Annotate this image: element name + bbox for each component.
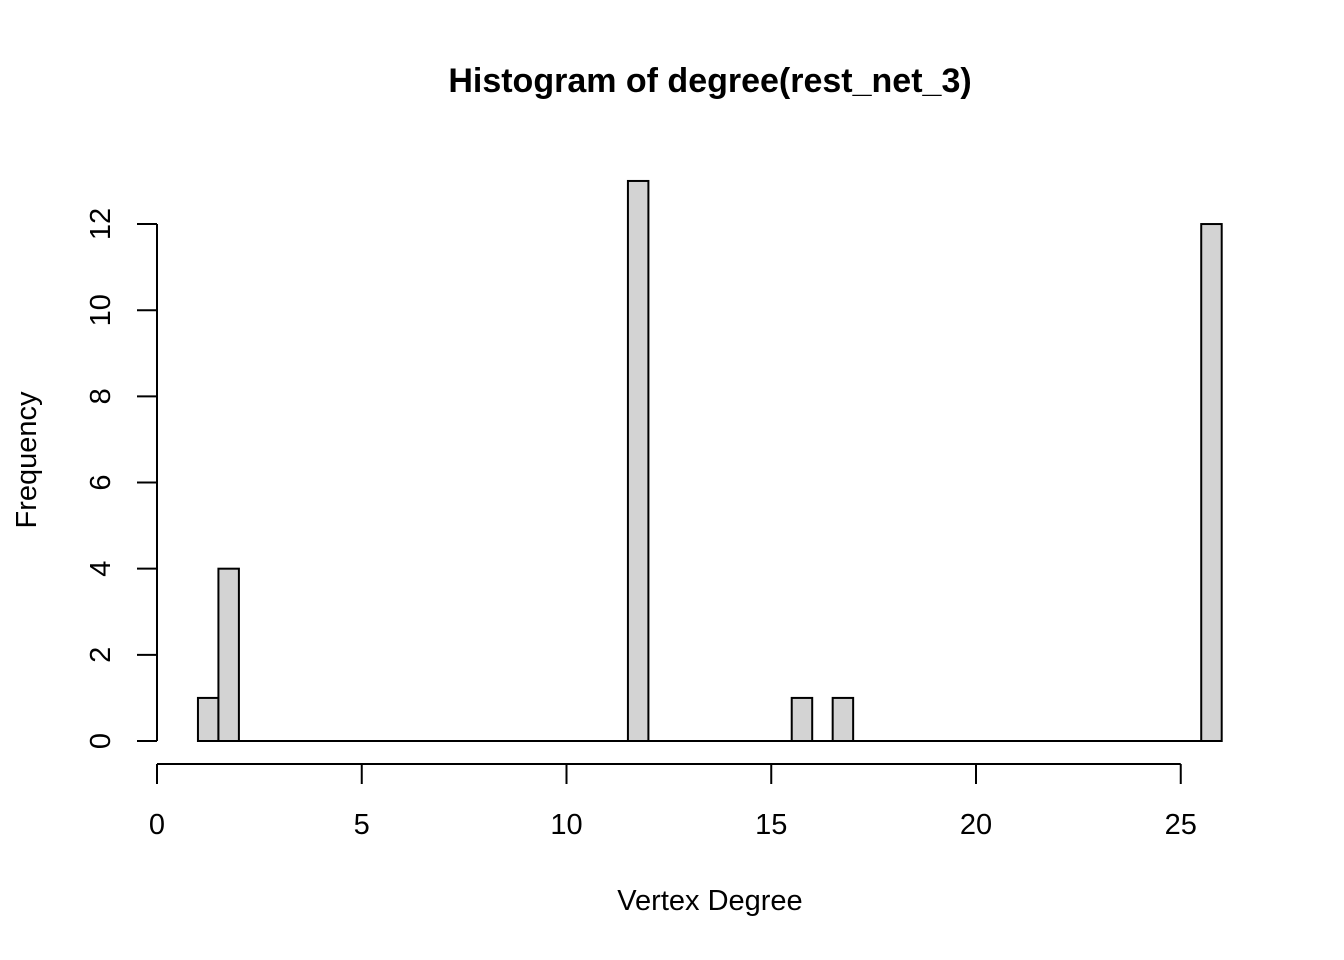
x-tick-label: 25	[1165, 809, 1197, 841]
chart-title: Histogram of degree(rest_net_3)	[448, 62, 971, 100]
x-tick-label: 5	[354, 809, 370, 841]
x-tick-label: 10	[550, 809, 582, 841]
x-tick-label: 20	[960, 809, 992, 841]
x-axis-label: Vertex Degree	[617, 885, 802, 917]
y-tick-label: 2	[85, 647, 117, 663]
y-tick-label: 12	[85, 208, 117, 240]
y-axis: 0 2 4 6 8 10 12	[85, 208, 158, 749]
y-axis-label: Frequency	[11, 391, 43, 529]
histogram-bar	[1200, 223, 1223, 743]
histogram-bar	[626, 179, 650, 742]
y-tick-label: 0	[85, 733, 117, 749]
histogram-bar	[196, 696, 220, 742]
y-tick-label: 4	[85, 561, 117, 577]
y-tick-label: 6	[85, 474, 117, 490]
bars-group	[196, 179, 1223, 743]
x-axis: 0 5 10 15 20 25	[149, 763, 1197, 841]
y-tick-label: 8	[85, 388, 117, 404]
x-tick-label: 0	[149, 809, 165, 841]
y-tick-label: 10	[85, 294, 117, 326]
histogram-bar	[831, 696, 855, 742]
histogram-bar	[217, 567, 240, 742]
histogram-bar	[790, 696, 814, 742]
x-tick-label: 15	[755, 809, 787, 841]
